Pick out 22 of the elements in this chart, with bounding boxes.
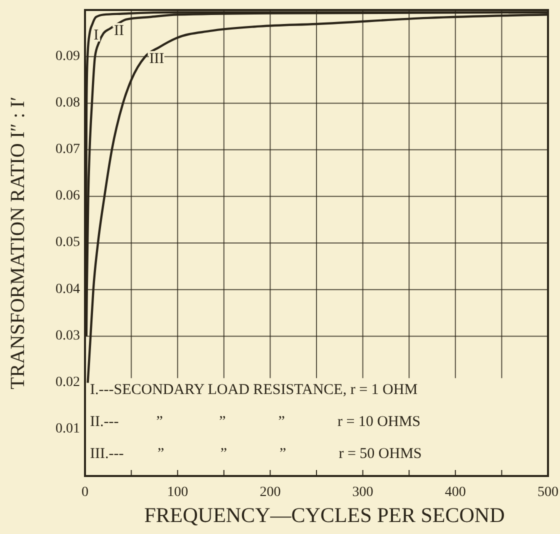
x-tick-label: 500 [538, 485, 558, 500]
y-tick-label: 0.09 [56, 48, 80, 64]
x-tick-label: 100 [167, 485, 188, 500]
x-tick-label: 0 [82, 485, 88, 500]
annotation: I [94, 28, 99, 44]
x-tick-label: 200 [260, 485, 281, 500]
annotation: II [114, 23, 124, 40]
y-tick-label: 0.05 [56, 235, 80, 250]
y-tick-label: 0.01 [56, 422, 80, 437]
annotation: III.--- ” ” ” r = 50 OHMS [90, 446, 422, 462]
y-tick-label: 0.03 [56, 328, 80, 344]
annotation: II.--- ” ” ” r = 10 OHMS [90, 414, 420, 430]
x-axis-title: FREQUENCY—CYCLES PER SECOND [144, 503, 505, 527]
x-tick-label: 300 [352, 485, 374, 500]
y-tick-label: 0.06 [56, 188, 80, 204]
y-tick-label: 0.02 [56, 375, 80, 390]
y-tick-label: 0.04 [56, 282, 80, 297]
x-tick-label: 400 [444, 485, 466, 500]
y-tick-label: 0.08 [56, 95, 80, 110]
y-axis-title: TRANSFORMATION RATIO I″ : I′ [7, 96, 29, 390]
annotation: I.---SECONDARY LOAD RESISTANCE, r = 1 OHM [90, 382, 418, 398]
y-tick-label: 0.07 [56, 142, 80, 158]
